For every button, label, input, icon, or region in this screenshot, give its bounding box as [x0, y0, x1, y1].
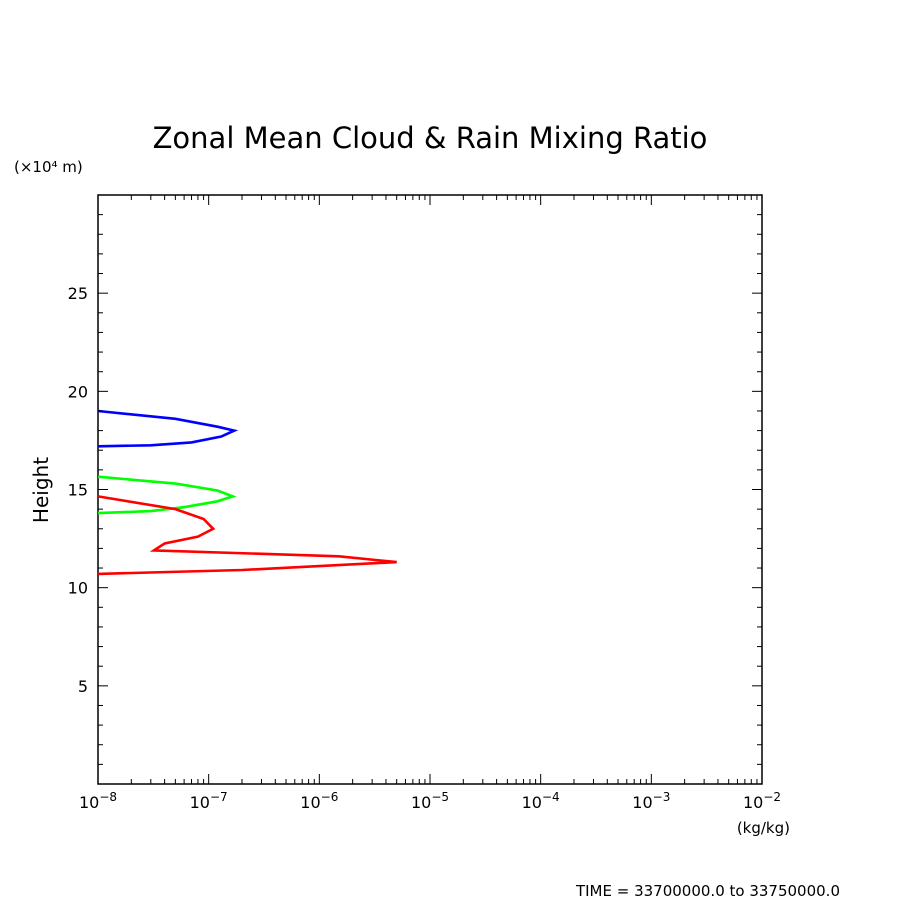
y-tick-label: 15 [68, 481, 88, 500]
time-range-label: TIME = 33700000.0 to 33750000.0 [575, 882, 840, 900]
series-line-1 [97, 409, 239, 448]
x-tick-label: 10−3 [632, 790, 670, 812]
chart-title: Zonal Mean Cloud & Rain Mixing Ratio [153, 121, 708, 155]
x-tick-label: 10−8 [79, 790, 117, 812]
x-tick-label: 10−6 [300, 790, 338, 812]
y-tick-label: 5 [78, 677, 88, 696]
y-unit-label: (×10⁴ m) [14, 158, 83, 176]
series-line-3 [97, 495, 397, 576]
plot-frame [97, 194, 763, 785]
x-unit-label: (kg/kg) [737, 819, 790, 837]
x-tick-label: 10−4 [522, 790, 560, 812]
y-tick-label: 25 [68, 284, 88, 303]
y-tick-label: 10 [68, 579, 88, 598]
x-tick-label: 10−2 [743, 790, 781, 812]
x-tick-label: 10−7 [190, 790, 228, 812]
y-tick-label: 20 [68, 382, 88, 401]
y-axis-label: Height [29, 457, 53, 523]
series-line-2 [97, 475, 237, 515]
x-tick-label: 10−5 [411, 790, 449, 812]
